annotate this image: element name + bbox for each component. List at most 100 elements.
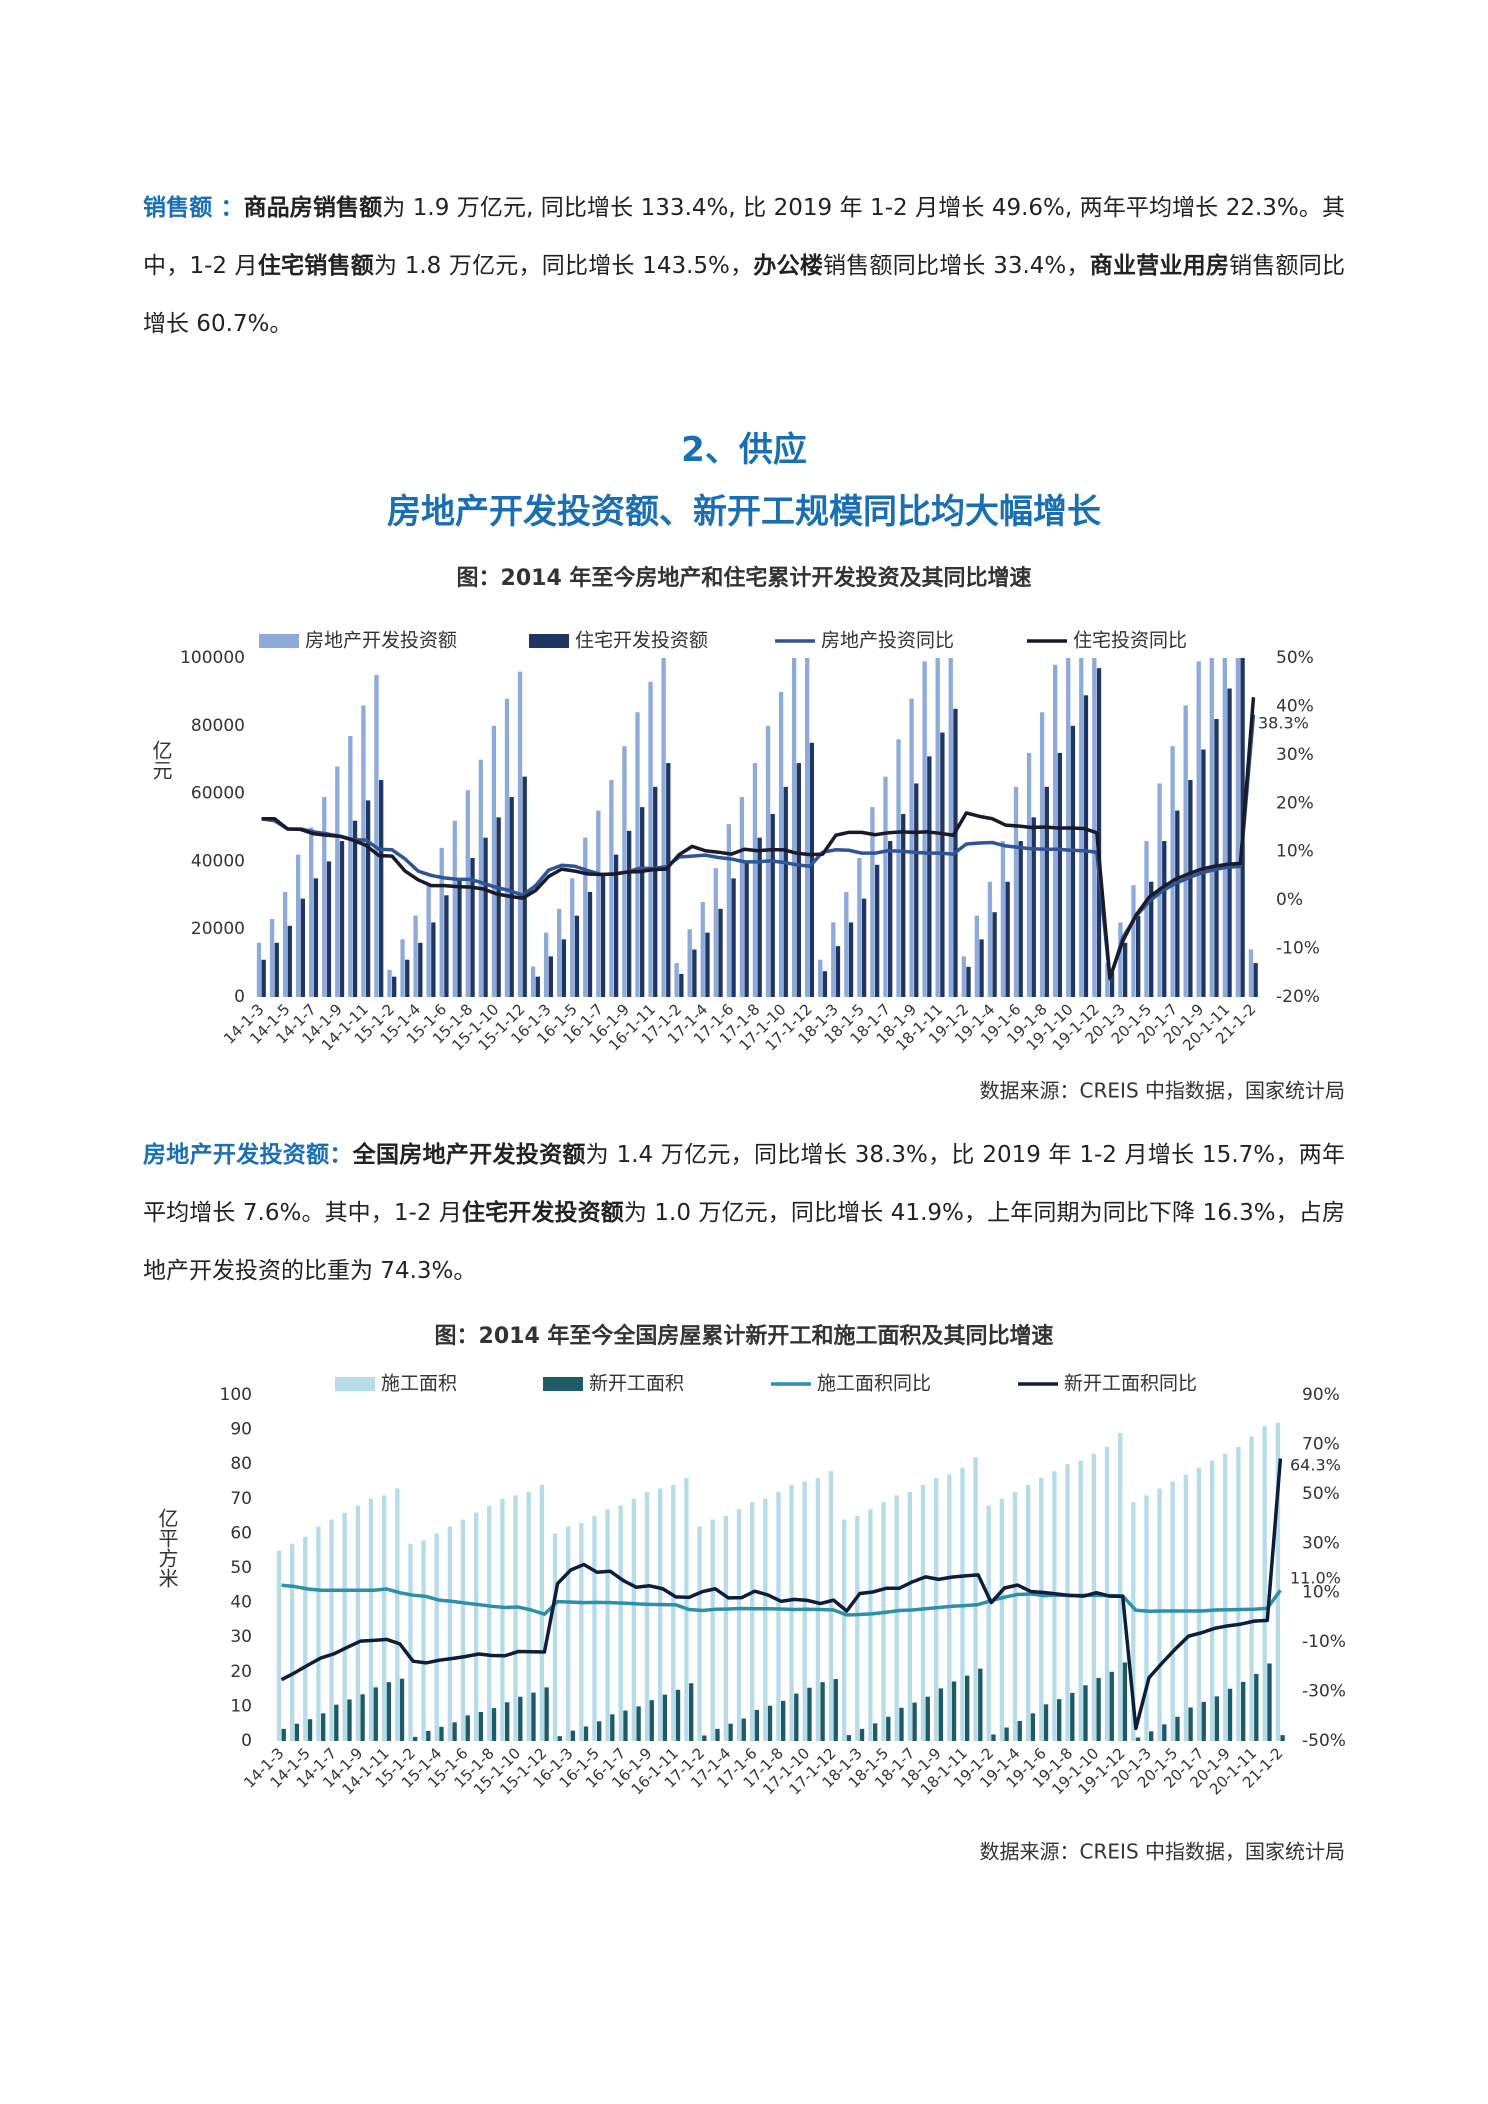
bar [883, 776, 888, 997]
bar [1122, 942, 1128, 997]
bar [613, 854, 619, 997]
bar [991, 1734, 996, 1741]
bar [715, 1728, 720, 1741]
bar [321, 1713, 326, 1741]
bar [697, 1526, 702, 1741]
y-tick-label: 60 [230, 1523, 252, 1543]
bar [413, 915, 418, 997]
bar [373, 1687, 378, 1741]
bar [671, 1484, 676, 1741]
y-tick-label: 20000 [191, 919, 245, 939]
bar [636, 1706, 641, 1741]
bar [833, 1679, 838, 1741]
bar [873, 1723, 878, 1741]
bar [300, 898, 306, 997]
bar [973, 1457, 978, 1741]
bar [679, 973, 684, 997]
y-tick-label: 60000 [191, 784, 245, 804]
bar [361, 705, 366, 997]
bar [831, 922, 836, 997]
bar [405, 959, 410, 997]
bar [365, 800, 371, 997]
bar [1122, 1662, 1128, 1741]
bar [809, 742, 815, 997]
bar [1201, 1701, 1206, 1741]
y-tick-label: 80000 [191, 716, 245, 736]
bar [909, 698, 914, 997]
bar [1214, 719, 1219, 997]
bar [965, 1675, 970, 1741]
y2-tick-label: -50% [1302, 1731, 1346, 1751]
bar [794, 1693, 799, 1741]
y-tick-label: 90 [230, 1420, 252, 1440]
y-tick-label: 40000 [191, 851, 245, 871]
bold-text: 住宅销售额 [257, 253, 374, 279]
bar [1222, 658, 1227, 997]
bar [1183, 1474, 1189, 1741]
bar [700, 902, 705, 997]
bar [1249, 1436, 1254, 1741]
bar [702, 1735, 707, 1741]
bar [979, 939, 984, 997]
bar [896, 739, 901, 997]
bar [859, 1728, 865, 1741]
bar [978, 1668, 983, 1741]
bar [1209, 658, 1214, 997]
bar [426, 885, 431, 997]
bar [565, 1526, 571, 1741]
bar [313, 878, 319, 997]
bar [504, 698, 510, 997]
bar [1157, 1488, 1162, 1741]
bar [1196, 1467, 1202, 1741]
source-note: 数据来源：CREIS 中指数据，国家统计局 [980, 1840, 1345, 1864]
bar [935, 658, 940, 997]
bar [846, 1735, 852, 1741]
chart: 图：2014 年至今房地产和住宅累计开发投资及其同比增速亿元数据来源：CREIS… [149, 565, 1345, 1103]
bar [487, 1505, 492, 1741]
bar [421, 1540, 426, 1741]
bar [966, 966, 971, 997]
bar [907, 1491, 913, 1741]
legend-label: 房地产开发投资额 [305, 630, 457, 652]
bar [1254, 1673, 1259, 1741]
bar [583, 837, 588, 997]
bar [552, 1533, 558, 1741]
bar [1031, 817, 1036, 997]
heading: 2、供应 [681, 430, 807, 470]
y-tick-label: 0 [241, 1731, 252, 1751]
bar [1096, 1678, 1101, 1741]
text-run: 为 1.4 万亿元，同比增长 38.3%，比 2019 年 1-2 月增长 15… [143, 1142, 1346, 1226]
bar [522, 776, 527, 997]
bar [623, 1710, 628, 1741]
bar [718, 908, 723, 997]
bar [649, 1700, 654, 1741]
bar [1092, 658, 1097, 997]
y2-tick-label: 10% [1276, 842, 1314, 862]
bar [348, 735, 353, 997]
y-tick-label: 100 [220, 1385, 252, 1405]
bar [987, 881, 993, 997]
bar [587, 891, 593, 997]
bar [974, 915, 980, 997]
bar [662, 1694, 668, 1741]
annotation: 11.0% [1290, 1569, 1341, 1588]
bar [1235, 658, 1241, 997]
bar [413, 1736, 418, 1741]
bar [517, 671, 523, 997]
bar [557, 1736, 562, 1741]
bar [920, 1484, 926, 1741]
bar [912, 1702, 917, 1741]
legend-label: 施工面积 [381, 1373, 457, 1395]
bar [470, 858, 475, 997]
bar [287, 925, 292, 997]
bars [256, 658, 1258, 997]
bar [570, 878, 575, 997]
bar [1136, 915, 1141, 997]
bar [543, 932, 549, 997]
bar [763, 1498, 768, 1741]
bar [861, 898, 867, 997]
bar [986, 1505, 991, 1741]
bar [752, 763, 758, 997]
bar [460, 1519, 466, 1741]
